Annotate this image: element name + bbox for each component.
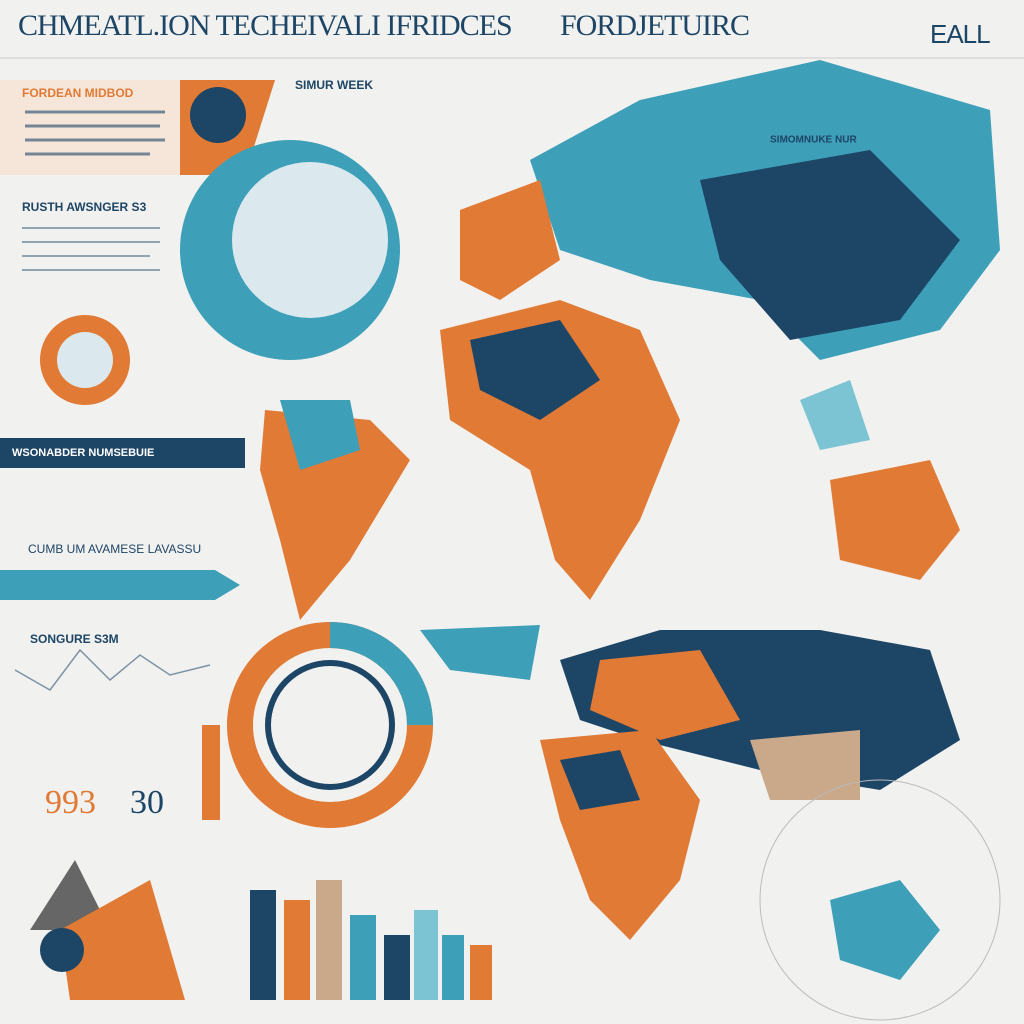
corner-label: EALL [930,19,990,49]
title: CHMEATL.ION TECHEIVALI IFRIDCES [18,9,512,42]
donut-hole [57,332,113,388]
world-map-bottom: FRDB [420,625,1001,1021]
side-bar [202,725,220,820]
box-shape [60,880,185,1000]
map-label: FRDB [815,680,843,691]
ring-inner [265,660,395,790]
map-label: SIMOMNUKE NUR [770,135,857,146]
triangle [30,860,110,930]
panel-title: SIMUR WEEK [295,78,373,92]
ring-segment [329,622,433,726]
badge [40,928,84,972]
orbit-line [759,779,1001,1021]
stat: 993 [45,784,96,821]
globe-inner [232,162,388,318]
panel-title: FORDEAN MIDBOD [22,86,134,100]
panel-title: CUMB UM AVAMESE LAVASSU [28,542,201,556]
bar-group [250,880,492,1000]
world-map-top: SIMOMNUKE NUR [260,60,1000,620]
panel-orange: FORDEAN MIDBOD SIMUR WEEK [0,78,373,175]
arrow-banner [0,570,240,600]
subtitle: FORDJETUIRC [560,9,749,42]
panel-title: SONGURE S3M [30,632,119,646]
stat: 30 [130,784,164,821]
panel-title: RUSTH AWSNGER S3 [22,200,147,214]
banner [0,438,245,468]
sparkline [14,648,211,691]
text-lines [22,227,160,271]
banner-text: WSONABDER NUMSEBUIE [12,447,154,459]
